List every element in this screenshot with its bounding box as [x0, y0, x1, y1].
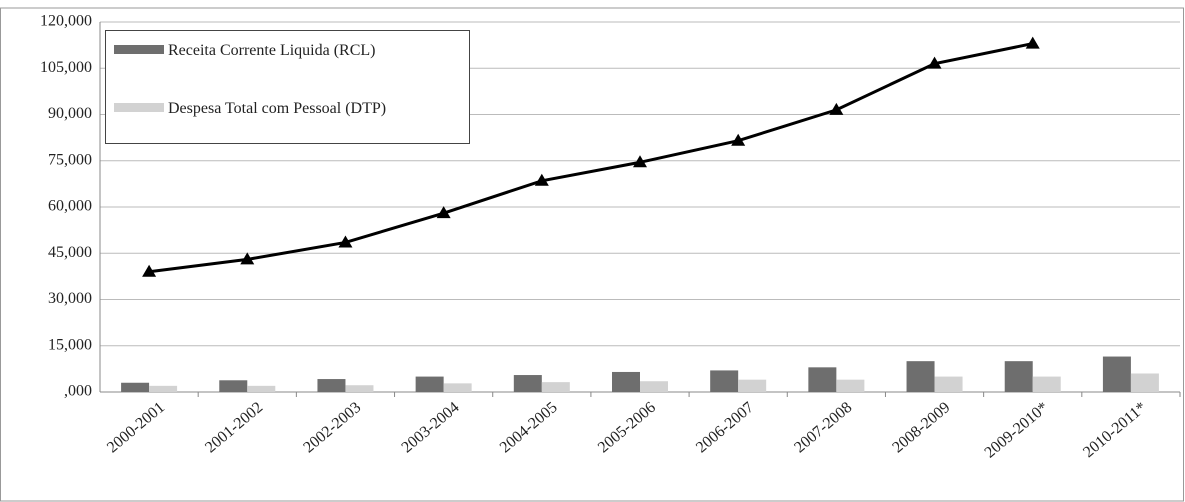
bar: [247, 385, 276, 392]
bar: [317, 379, 346, 392]
bar: [219, 380, 248, 392]
y-tick-label: 15,000: [48, 336, 92, 353]
x-tick-label: 2002-2003: [300, 399, 364, 457]
x-tick-label: 2007-2008: [791, 399, 855, 457]
bar: [710, 370, 739, 392]
marker: [633, 155, 647, 168]
x-tick-label: 2003-2004: [399, 399, 463, 457]
bar: [149, 385, 178, 392]
y-tick-label: 75,000: [48, 151, 92, 168]
bar: [345, 385, 374, 392]
legend: Receita Corrente Liquida (RCL) Despesa To…: [105, 30, 470, 144]
marker: [731, 133, 746, 146]
bar: [1130, 373, 1159, 392]
x-tick-label: 2006-2007: [693, 399, 757, 457]
bar: [1032, 376, 1061, 392]
bar: [541, 382, 570, 392]
legend-item: Despesa Total com Pessoal (DTP): [114, 99, 418, 119]
bar: [415, 376, 444, 392]
bar: [640, 381, 668, 392]
bar: [808, 367, 837, 392]
bar: [836, 379, 865, 392]
x-tick-label: 2005-2006: [595, 399, 659, 457]
bar: [934, 376, 963, 392]
marker: [338, 235, 353, 248]
y-tick-label: 90,000: [48, 105, 92, 122]
bar: [612, 371, 640, 392]
bar: [738, 379, 767, 392]
marker: [534, 173, 549, 186]
y-tick-label: 60,000: [48, 198, 92, 215]
y-tick-label: 105,000: [40, 59, 92, 76]
marker: [240, 252, 255, 265]
marker: [927, 56, 942, 69]
legend-label: Despesa Total com Pessoal (DTP): [168, 100, 387, 117]
x-tick-label: 2001-2002: [202, 399, 266, 457]
outer-border: [0, 7, 1184, 502]
x-tick-label: 2008-2009: [889, 399, 953, 457]
bar: [443, 383, 472, 392]
x-tick-label: 2000-2001: [104, 399, 168, 457]
y-tick-label: ,000: [64, 383, 92, 400]
bar: [1102, 356, 1131, 392]
bar: [906, 361, 935, 392]
bar: [121, 382, 150, 392]
marker: [436, 206, 451, 219]
line: [148, 42, 1034, 274]
legend-item: Receita Corrente Liquida (RCL): [114, 41, 468, 61]
bar: [1004, 361, 1033, 392]
marker: [142, 264, 157, 277]
x-tick-label: 2009-2010*: [981, 399, 1051, 462]
legend-swatch: [114, 45, 164, 54]
legend-label: Receita Corrente Liquida (RCL): [168, 42, 376, 59]
x-tick-label: 2004-2005: [497, 399, 561, 457]
y-tick-label: 30,000: [48, 290, 92, 307]
legend-swatch: [114, 103, 164, 112]
y-tick-label: 45,000: [48, 244, 92, 261]
marker: [829, 102, 844, 115]
marker: [1025, 36, 1040, 49]
x-tick-label: 2010-2011*: [1080, 399, 1150, 461]
y-tick-label: 120,000: [40, 13, 92, 30]
bar: [513, 375, 542, 392]
